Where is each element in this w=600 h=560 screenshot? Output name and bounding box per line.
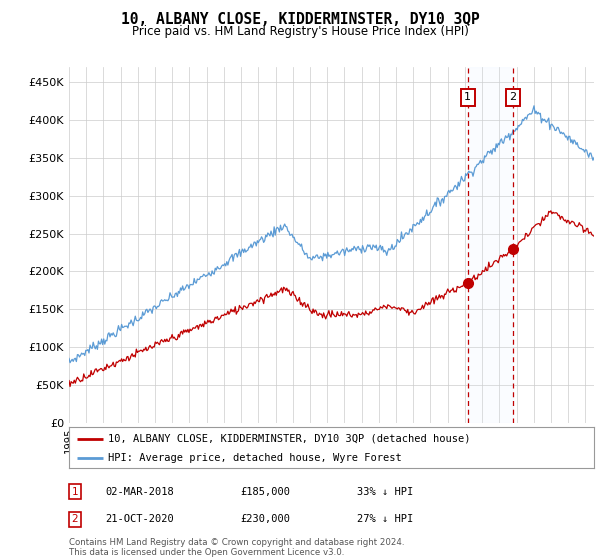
Text: HPI: Average price, detached house, Wyre Forest: HPI: Average price, detached house, Wyre… — [109, 452, 402, 463]
Text: 33% ↓ HPI: 33% ↓ HPI — [357, 487, 413, 497]
Text: 1: 1 — [71, 487, 79, 497]
Text: 10, ALBANY CLOSE, KIDDERMINSTER, DY10 3QP (detached house): 10, ALBANY CLOSE, KIDDERMINSTER, DY10 3Q… — [109, 433, 471, 444]
Text: 2: 2 — [509, 92, 517, 102]
Text: 27% ↓ HPI: 27% ↓ HPI — [357, 514, 413, 524]
Text: 21-OCT-2020: 21-OCT-2020 — [105, 514, 174, 524]
Text: 10, ALBANY CLOSE, KIDDERMINSTER, DY10 3QP: 10, ALBANY CLOSE, KIDDERMINSTER, DY10 3Q… — [121, 12, 479, 27]
Text: Contains HM Land Registry data © Crown copyright and database right 2024.
This d: Contains HM Land Registry data © Crown c… — [69, 538, 404, 557]
Text: £185,000: £185,000 — [240, 487, 290, 497]
Text: £230,000: £230,000 — [240, 514, 290, 524]
Bar — [468, 67, 513, 423]
Text: 1: 1 — [464, 92, 472, 102]
Text: 02-MAR-2018: 02-MAR-2018 — [105, 487, 174, 497]
Text: Price paid vs. HM Land Registry's House Price Index (HPI): Price paid vs. HM Land Registry's House … — [131, 25, 469, 38]
Text: 2: 2 — [71, 514, 79, 524]
